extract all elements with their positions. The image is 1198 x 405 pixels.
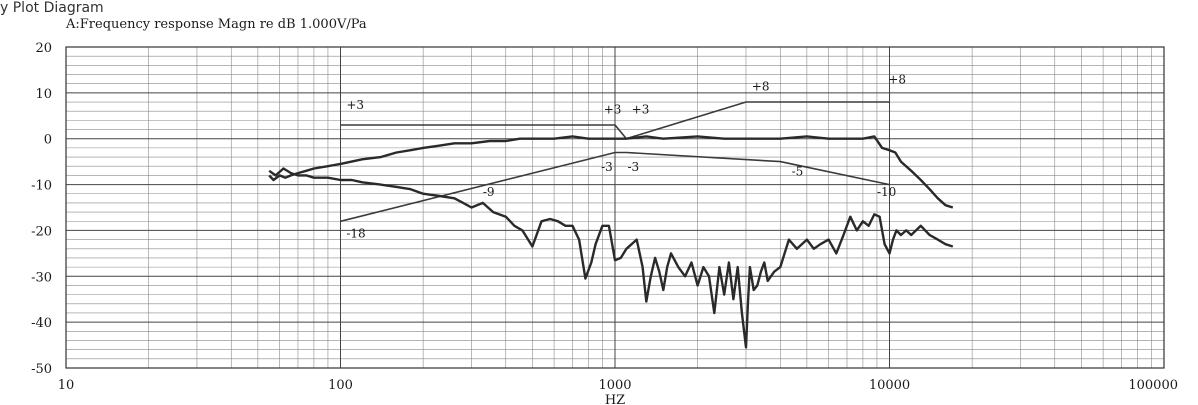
chart-title: A:Frequency response Magn re dB 1.000V/P… bbox=[65, 17, 367, 32]
header-fragment: y Plot Diagram bbox=[0, 0, 104, 16]
y-tick-label: -50 bbox=[31, 362, 52, 377]
grid-major bbox=[65, 46, 1164, 369]
y-tick-label: -20 bbox=[31, 224, 52, 239]
series-line-1 bbox=[268, 135, 954, 209]
annotation-label: +8 bbox=[752, 80, 770, 94]
annotation-label: +8 bbox=[888, 73, 906, 87]
annotation-label: -3 bbox=[601, 160, 613, 174]
annotation-label: -18 bbox=[346, 226, 365, 240]
annotations: +3 +3 +3 +8 +8 -3 -3 -5 -9 -10 -18 bbox=[346, 73, 906, 241]
annotation-label: -10 bbox=[877, 185, 896, 199]
x-tick-label: 100000 bbox=[1128, 378, 1178, 393]
y-tick-label: -40 bbox=[31, 316, 52, 331]
x-axis-label: HZ bbox=[605, 393, 625, 405]
y-tick-labels: 20 10 0 -10 -20 -30 -40 -50 bbox=[31, 41, 52, 377]
x-tick-label: 10 bbox=[58, 378, 75, 393]
y-tick-label: 0 bbox=[44, 133, 52, 148]
x-tick-labels: 10 100 1000 10000 100000 bbox=[58, 378, 1178, 393]
x-tick-label: 1000 bbox=[598, 378, 631, 393]
annotation-label: +3 bbox=[604, 102, 622, 116]
y-tick-label: -10 bbox=[31, 179, 52, 194]
annotation-label: -9 bbox=[483, 185, 495, 199]
x-tick-label: 10000 bbox=[869, 378, 910, 393]
data-series bbox=[268, 135, 954, 349]
series-line-2 bbox=[268, 167, 954, 349]
x-tick-label: 100 bbox=[328, 378, 353, 393]
y-tick-label: -30 bbox=[31, 270, 52, 285]
tolerance-line-2 bbox=[340, 151, 890, 223]
y-tick-label: 20 bbox=[35, 41, 52, 56]
annotation-label: -5 bbox=[792, 164, 804, 178]
annotation-label: +3 bbox=[632, 102, 650, 116]
annotation-label: -3 bbox=[627, 160, 639, 174]
annotation-label: +3 bbox=[346, 98, 364, 112]
y-tick-label: 10 bbox=[35, 87, 52, 102]
plot-frame bbox=[65, 46, 1165, 369]
